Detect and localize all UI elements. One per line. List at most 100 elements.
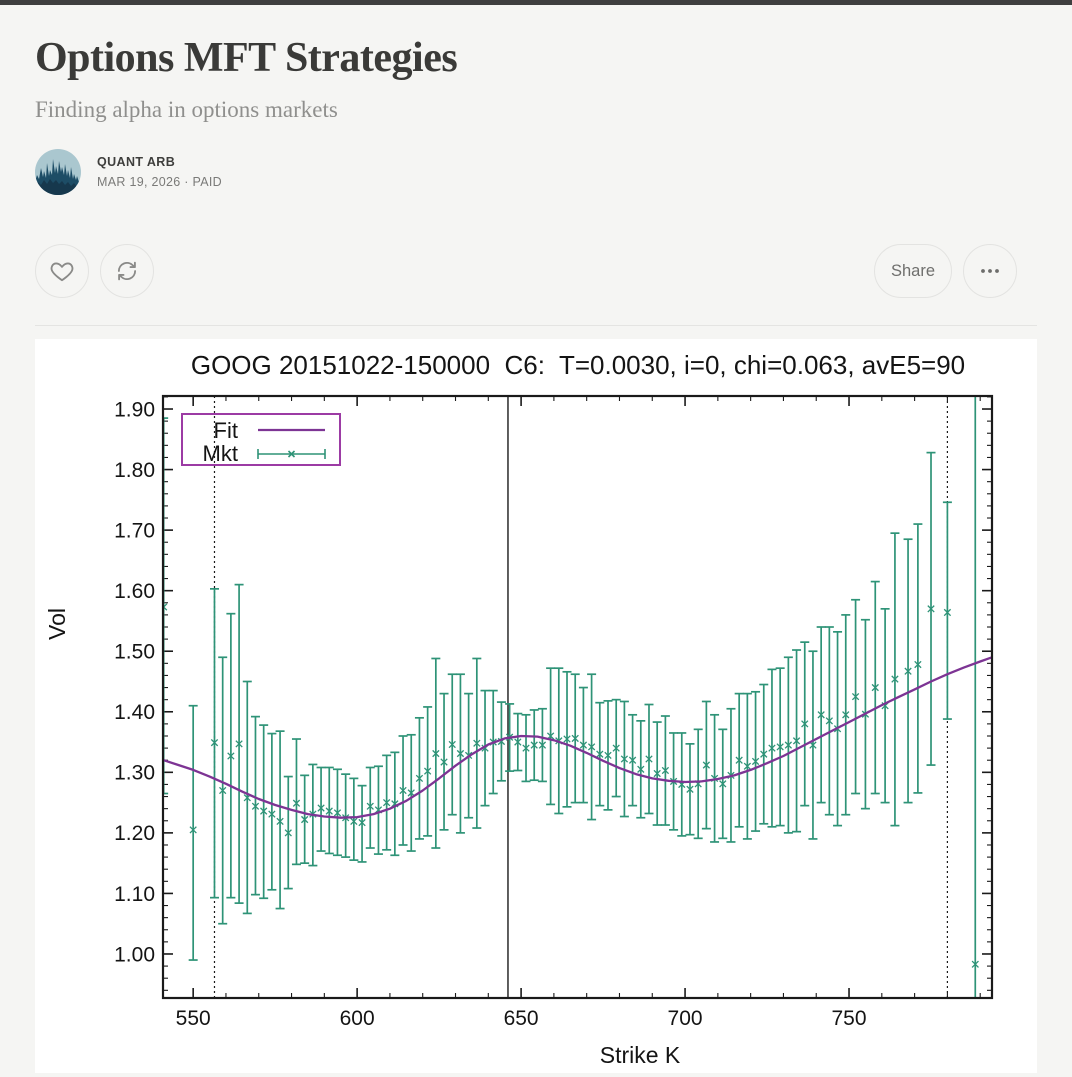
error-bar <box>209 588 219 899</box>
restack-button[interactable] <box>100 244 154 299</box>
avatar-image <box>35 149 81 196</box>
error-bar <box>357 784 367 863</box>
error-bar <box>628 713 638 807</box>
error-bar <box>316 766 326 852</box>
error-bar <box>472 657 482 829</box>
error-bar <box>971 396 979 999</box>
more-options-button[interactable] <box>963 244 1017 299</box>
error-bar <box>283 775 293 890</box>
legend-fit-label: Fit <box>214 418 238 443</box>
x-tick-label: 600 <box>340 1007 375 1030</box>
legend-mkt-label: Mkt <box>203 441 238 466</box>
error-bar <box>693 728 703 840</box>
error-bar <box>903 538 913 804</box>
error-bar <box>734 692 744 828</box>
plot-area: 1.00 1.10 1.20 1.30 1.40 1.50 1.60 1.70 1.80 1.90… <box>114 394 994 1030</box>
error-bar <box>792 649 802 833</box>
error-bar <box>341 773 351 858</box>
error-bar <box>718 728 728 840</box>
error-bar <box>578 686 588 804</box>
avatar[interactable] <box>35 149 81 196</box>
error-bar <box>234 583 244 904</box>
error-bar <box>890 532 900 827</box>
error-bar <box>218 656 228 925</box>
error-bar <box>188 704 198 961</box>
error-bar <box>660 715 670 826</box>
error-bar <box>619 700 629 818</box>
error-bar <box>250 715 260 896</box>
author-name[interactable]: QUANT ARB <box>97 155 176 170</box>
error-bar <box>759 683 769 825</box>
x-tick-label: 550 <box>176 1007 211 1030</box>
error-bar <box>824 626 834 816</box>
chart-title: GOOG 20151022-150000 C6: T=0.0030, i=0, … <box>191 350 965 380</box>
error-bar <box>685 743 695 836</box>
error-bar <box>851 598 861 795</box>
error-bar <box>267 732 277 891</box>
error-bar <box>570 673 580 804</box>
error-bar <box>365 766 375 849</box>
error-bar <box>291 738 301 866</box>
error-bar <box>775 667 785 827</box>
chart-card: GOOG 20151022-150000 C6: T=0.0030, i=0, … <box>35 339 1037 1074</box>
y-tick-label: 1.00 <box>114 943 155 966</box>
error-bar <box>652 721 662 826</box>
x-tick-label: 700 <box>668 1007 703 1030</box>
y-tick-label: 1.40 <box>114 701 155 724</box>
error-bar <box>636 720 646 819</box>
fit-line <box>163 656 992 819</box>
error-bar <box>439 692 449 831</box>
restack-icon <box>117 261 137 281</box>
error-bar <box>603 700 613 811</box>
error-bar <box>767 668 777 828</box>
y-tick-label: 1.50 <box>114 641 155 664</box>
error-bar <box>595 701 605 807</box>
error-bar <box>926 451 936 766</box>
y-tick-label: 1.20 <box>114 822 155 845</box>
error-bar <box>783 656 793 834</box>
error-bar <box>742 692 752 840</box>
axis-ticks: 1.00 1.10 1.20 1.30 1.40 1.50 1.60 1.70 1.80 1.90… <box>114 396 992 1030</box>
top-edge-bar <box>0 0 1072 5</box>
error-bar <box>431 657 441 849</box>
share-button[interactable]: Share <box>873 244 952 299</box>
error-bar <box>382 754 392 851</box>
x-tick-label: 650 <box>504 1007 539 1030</box>
error-bar <box>644 703 654 815</box>
error-bar <box>800 641 810 807</box>
like-button[interactable] <box>35 244 89 299</box>
y-tick-label: 1.70 <box>114 520 155 543</box>
error-bar <box>701 700 711 830</box>
byline: QUANT ARB MAR 19, 2026 · PAID <box>35 149 1037 196</box>
error-bar <box>751 690 761 832</box>
error-bar <box>300 774 310 865</box>
error-bar <box>226 612 236 899</box>
error-bar <box>521 713 531 783</box>
x-tick-label: 750 <box>832 1007 867 1030</box>
y-tick-label: 1.10 <box>114 883 155 906</box>
error-bar <box>242 680 252 915</box>
post-title: Options MFT Strategies <box>35 35 458 81</box>
error-bar <box>349 777 359 862</box>
error-bar <box>546 667 556 806</box>
y-tick-label: 1.80 <box>114 459 155 482</box>
heart-icon <box>50 262 74 282</box>
y-tick-label: 1.60 <box>114 580 155 603</box>
error-bar <box>480 689 490 807</box>
y-tick-label: 1.90 <box>114 398 155 421</box>
error-bar <box>562 670 572 808</box>
error-bar <box>529 709 539 782</box>
vol-smile-chart: GOOG 20151022-150000 C6: T=0.0030, i=0, … <box>44 350 994 1068</box>
error-bar <box>332 768 342 857</box>
error-bar <box>324 766 334 855</box>
data-layer <box>163 396 992 999</box>
byline-text: QUANT ARB MAR 19, 2026 · PAID <box>97 155 222 189</box>
error-bar <box>677 732 687 837</box>
error-bar <box>870 580 880 795</box>
x-axis-label: Strike K <box>600 1042 681 1068</box>
error-bar <box>423 706 433 837</box>
mkt-error-bars <box>163 396 979 999</box>
error-bar <box>259 724 269 900</box>
error-bar <box>841 614 851 816</box>
error-bar <box>373 765 383 855</box>
